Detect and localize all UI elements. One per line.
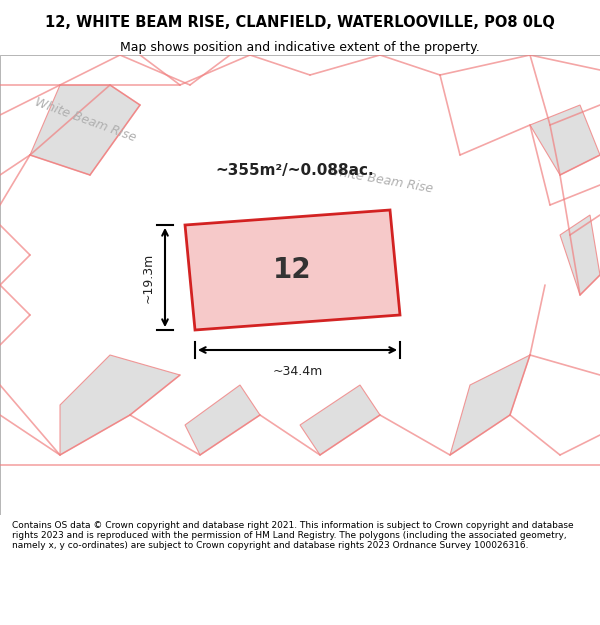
Polygon shape (560, 215, 600, 295)
Polygon shape (60, 355, 180, 455)
Text: 12: 12 (273, 256, 312, 284)
Polygon shape (185, 210, 400, 330)
Polygon shape (530, 105, 600, 175)
Polygon shape (30, 85, 140, 175)
Text: Contains OS data © Crown copyright and database right 2021. This information is : Contains OS data © Crown copyright and d… (12, 521, 574, 550)
Text: Map shows position and indicative extent of the property.: Map shows position and indicative extent… (120, 41, 480, 54)
Text: ~355m²/~0.088ac.: ~355m²/~0.088ac. (215, 162, 374, 177)
Text: 12, WHITE BEAM RISE, CLANFIELD, WATERLOOVILLE, PO8 0LQ: 12, WHITE BEAM RISE, CLANFIELD, WATERLOO… (45, 16, 555, 31)
Polygon shape (185, 385, 260, 455)
Text: ~19.3m: ~19.3m (142, 253, 155, 302)
Text: ~34.4m: ~34.4m (272, 365, 323, 378)
Text: White Beam Rise: White Beam Rise (326, 164, 434, 196)
Polygon shape (300, 385, 380, 455)
Text: White Beam Rise: White Beam Rise (32, 96, 137, 144)
Polygon shape (450, 355, 530, 455)
